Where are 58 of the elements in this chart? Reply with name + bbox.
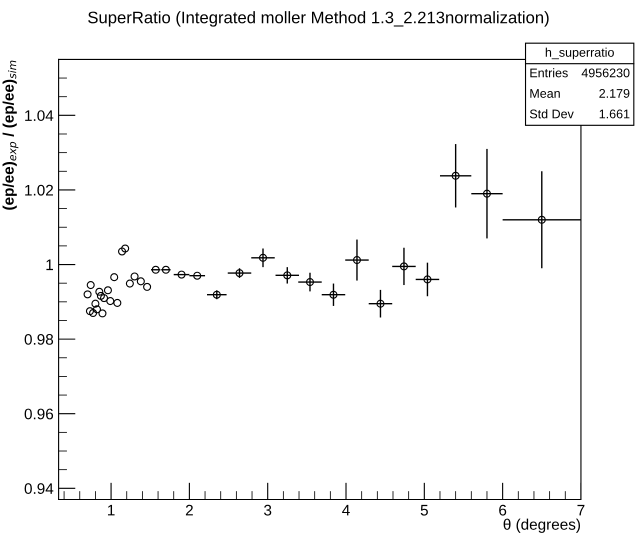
point [306, 278, 314, 286]
y-tick-label: 0.94 [24, 483, 54, 494]
annotation: Std Dev [530, 109, 574, 118]
x-tick-label: 7 [577, 504, 584, 516]
chart-title: SuperRatio (Integrated moller Method 1.3_2.213normalization) [88, 11, 549, 27]
text: h_superratio [546, 48, 614, 60]
x-axis-title: θ (degrees) [504, 518, 580, 533]
point [212, 290, 221, 299]
annotation: Entries [530, 68, 568, 78]
point [400, 262, 408, 270]
point [178, 270, 186, 279]
point [538, 216, 546, 224]
point [98, 309, 106, 318]
y-tick-label: 1.04 [25, 110, 54, 122]
y-axis-title: (ep/ee)$_{exp}$ / (ep/ee)$_{sim}$ [2, 60, 18, 210]
x-tick-label: 4 [342, 504, 350, 516]
x-tick-label: 1 [108, 504, 115, 516]
x-tick-label: 5 [420, 504, 428, 516]
text: 2.179 [599, 89, 630, 98]
point [106, 297, 114, 306]
point [329, 290, 338, 299]
point [136, 277, 145, 286]
text: 4956230 [582, 68, 630, 78]
point [283, 271, 292, 280]
point [193, 272, 202, 280]
text: 1.661 [600, 110, 630, 118]
y-tick-label: 0.98 [24, 334, 54, 345]
point [92, 305, 102, 314]
point [143, 282, 152, 291]
point [423, 275, 432, 284]
point [376, 300, 384, 308]
y-tick-label: 1.02 [25, 184, 53, 196]
y-tick-label: 0.96 [24, 408, 54, 420]
point [113, 298, 122, 307]
point [258, 254, 268, 262]
point [352, 256, 361, 264]
point [118, 247, 126, 256]
annotation: Mean [530, 89, 560, 98]
point [86, 281, 95, 290]
x-tick-label: 6 [499, 504, 506, 516]
point [84, 290, 92, 298]
y-tick-label: 1 [46, 260, 53, 270]
point [86, 307, 94, 316]
x-tick-label: 3 [264, 504, 272, 516]
point [96, 292, 105, 300]
x-tick-label: 2 [186, 504, 193, 516]
point [130, 272, 139, 280]
point [95, 288, 104, 296]
point [452, 172, 460, 180]
point [100, 294, 108, 302]
point [121, 244, 130, 253]
point [104, 286, 112, 294]
point [110, 273, 118, 282]
point [126, 280, 134, 288]
point [235, 269, 244, 278]
point [482, 190, 491, 198]
point [91, 300, 100, 308]
point [89, 308, 98, 318]
